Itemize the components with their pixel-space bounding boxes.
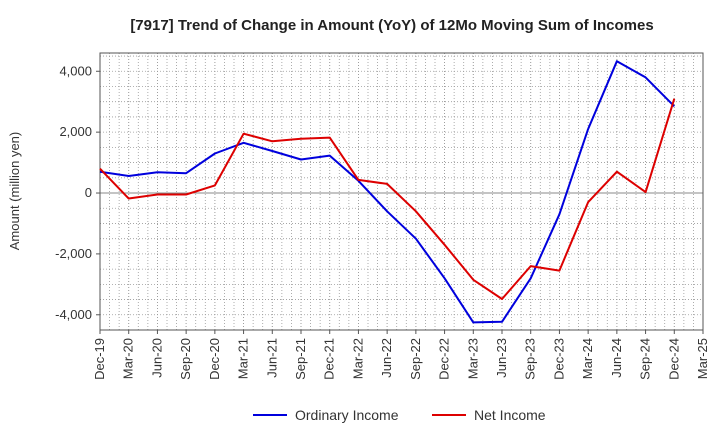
plot-area: -4,000 -2,000 0 2,000 4,000 Dec-19 Mar-20 Jun-2…: [55, 52, 710, 380]
x-tick-label: Mar-23: [465, 338, 480, 379]
x-tick-label: Dec-21: [322, 338, 337, 380]
chart-title: [7917] Trend of Change in Amount (YoY) o…: [130, 17, 653, 34]
legend-label-net-income: Net Income: [474, 407, 546, 423]
legend: Ordinary Income Net Income: [253, 407, 546, 423]
x-tick-label: Mar-22: [350, 338, 365, 379]
x-tick-label: Sep-20: [178, 338, 193, 380]
x-tick-label: Dec-19: [92, 338, 107, 380]
x-tick-label: Mar-25: [695, 338, 710, 379]
x-tick-label: Jun-20: [149, 338, 164, 378]
series-line-ordinary-income: [99, 60, 676, 324]
y-axis-label: Amount (million yen): [7, 132, 22, 251]
x-tick-label: Sep-21: [293, 338, 308, 380]
y-tick-label: 0: [85, 185, 92, 200]
x-tick-label: Jun-22: [379, 338, 394, 378]
y-tick-label: -4,000: [55, 307, 92, 322]
x-tick-label: Mar-21: [236, 338, 251, 379]
x-tick-label: Jun-23: [494, 338, 509, 378]
y-tick-label: -2,000: [55, 246, 92, 261]
plot-frame: [99, 52, 704, 331]
plot-background: [100, 53, 703, 330]
x-tick-label: Dec-22: [437, 338, 452, 380]
x-tick-label: Mar-24: [580, 338, 595, 379]
x-tick-label: Dec-23: [551, 338, 566, 380]
series-line-net-income: [99, 98, 676, 300]
legend-label-ordinary-income: Ordinary Income: [295, 407, 399, 423]
y-tick-label: 4,000: [59, 63, 92, 78]
x-tick-label: Jun-24: [609, 338, 624, 378]
x-tick-label: Sep-24: [638, 338, 653, 380]
x-tick-label: Dec-20: [207, 338, 222, 380]
x-tick-label: Sep-23: [523, 338, 538, 380]
x-tick-label: Sep-22: [408, 338, 423, 380]
x-tick-label: Mar-20: [121, 338, 136, 379]
y-tick-label: 2,000: [59, 124, 92, 139]
x-tick-label: Dec-24: [666, 338, 681, 380]
x-tick-label: Jun-21: [264, 338, 279, 378]
